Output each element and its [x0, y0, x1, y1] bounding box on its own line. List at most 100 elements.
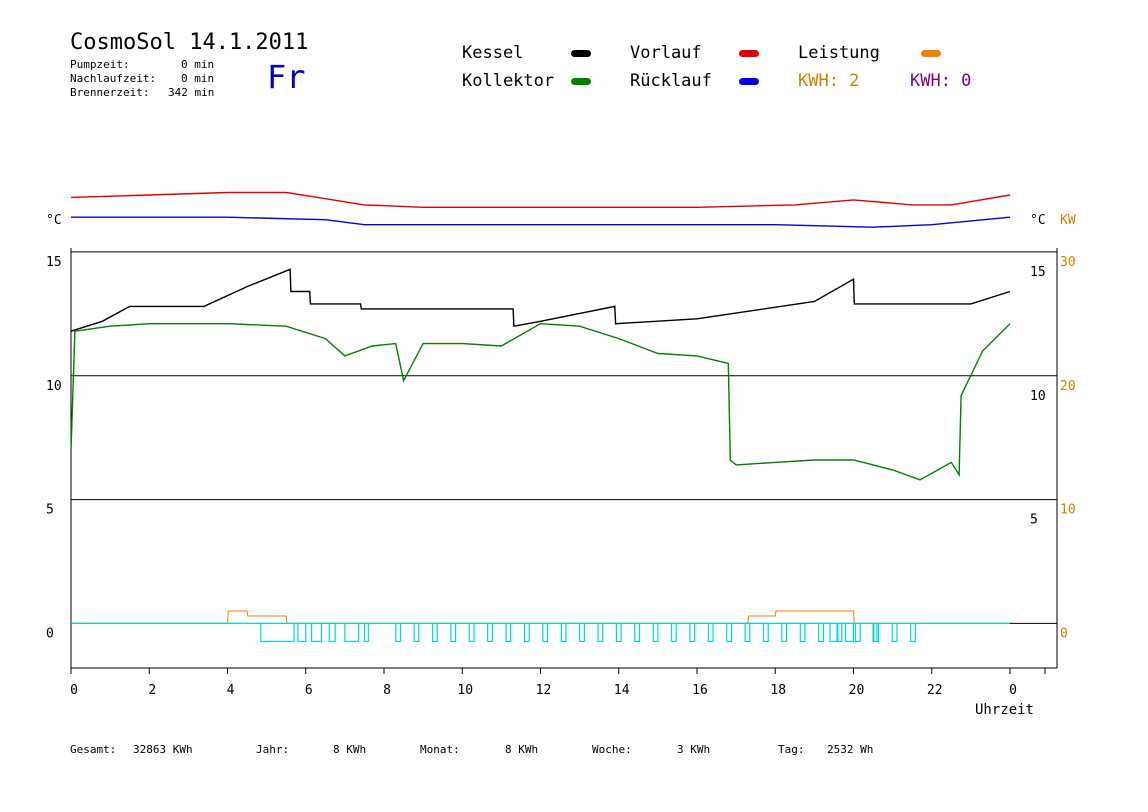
pump-pulse	[836, 623, 843, 643]
x-tick-label: 4	[227, 683, 235, 698]
pump-pulse	[799, 623, 806, 643]
x-tick-label: 8	[383, 683, 391, 698]
pump-pulse	[652, 623, 659, 643]
legend-kollektor-swatch	[571, 78, 591, 85]
footer-total-label: Gesamt:	[70, 743, 117, 756]
legend-kwh-solar: KWH: 2	[798, 71, 860, 91]
series-line-vorlauf	[70, 191, 1011, 209]
pump-pulse	[597, 623, 604, 643]
pump-pulse	[542, 623, 549, 643]
legend-vorlauf-swatch	[739, 50, 759, 57]
y-tick-label-left: 0	[46, 626, 54, 641]
footer-week-value: 3 KWh	[677, 743, 711, 756]
burner-time-label: Brennerzeit:	[70, 86, 150, 99]
pump-pulse	[891, 623, 898, 643]
pump-pulse	[468, 623, 475, 643]
y-tick-label-kw: 30	[1060, 255, 1076, 270]
page-title: CosmoSol 14.1.2011	[70, 30, 309, 55]
x-tick-label: 0	[1009, 683, 1017, 698]
legend-vorlauf-label: Vorlauf	[630, 43, 702, 63]
pump-pulse	[744, 623, 751, 643]
legend-kollektor-label: Kollektor	[462, 71, 555, 91]
pump-pulse	[413, 623, 420, 643]
afterrun-time-value: 0 min	[181, 72, 215, 85]
series-line-ruecklauf	[71, 216, 1011, 228]
pump-pulse	[615, 623, 622, 643]
x-tick-label: 14	[614, 683, 630, 698]
x-tick-label: 22	[927, 683, 943, 698]
footer-day-label: Tag:	[778, 743, 805, 756]
pump-pulse	[781, 623, 788, 643]
footer-year-label: Jahr:	[256, 743, 290, 756]
pump-pulse	[634, 623, 641, 643]
afterrun-time-label: Nachlaufzeit:	[70, 72, 157, 85]
pump-pulse	[260, 623, 295, 643]
y-tick-label-right: 10	[1030, 389, 1046, 404]
y-axis-label-kw: KW	[1060, 213, 1076, 228]
pump-pulse	[297, 623, 307, 643]
series-line-leistung	[71, 610, 1010, 624]
pump-pulse	[344, 623, 360, 643]
x-tick-label: 18	[770, 683, 786, 698]
legend-ruecklauf-swatch	[739, 78, 759, 85]
footer-day-value: 2532 Wh	[827, 743, 874, 756]
pump-pulse	[487, 623, 493, 643]
pump-pulse	[818, 623, 824, 643]
y-tick-label-kw: 0	[1060, 626, 1068, 641]
pump-pulse	[523, 623, 530, 643]
pump-pulse	[505, 623, 512, 643]
pump-pulse	[395, 623, 402, 643]
pump-pulse	[450, 623, 457, 643]
pump-pulse	[689, 623, 696, 643]
x-tick-label: 16	[692, 683, 708, 698]
pump-time-value: 0 min	[181, 58, 215, 71]
y-tick-label-right: 15	[1030, 265, 1046, 280]
x-tick-label: 0	[70, 683, 78, 698]
y-tick-label-right: 5	[1030, 513, 1038, 528]
footer-week-label: Woche:	[592, 743, 632, 756]
y-axis-label-left: °C	[46, 213, 62, 228]
pump-pulse	[707, 623, 714, 643]
footer-month-label: Monat:	[420, 743, 460, 756]
pump-pulse	[431, 623, 438, 643]
pump-pulse	[873, 623, 880, 643]
series-line-kollektor	[70, 322, 1011, 481]
pump-pulse	[311, 623, 322, 643]
pump-pulse	[328, 623, 336, 643]
y-tick-label-left: 10	[46, 379, 62, 394]
x-axis-label: Uhrzeit	[975, 702, 1034, 718]
x-tick-label: 10	[457, 683, 473, 698]
pump-pulse	[726, 623, 733, 643]
burner-time-value: 342 min	[168, 86, 215, 99]
footer-month-value: 8 KWh	[505, 743, 539, 756]
pump-pulse	[845, 623, 855, 643]
legend-ruecklauf-label: Rücklauf	[630, 71, 712, 91]
y-tick-label-left: 5	[46, 503, 54, 518]
y-tick-label-kw: 10	[1060, 503, 1076, 518]
pump-pulse	[762, 623, 769, 643]
x-tick-label: 6	[305, 683, 313, 698]
legend-leistung-swatch	[921, 50, 941, 57]
x-tick-label: 12	[536, 683, 552, 698]
pump-pulse	[670, 623, 677, 643]
legend-kessel-swatch	[571, 50, 591, 57]
legend-leistung-label: Leistung	[798, 43, 880, 63]
pump-pulse	[579, 623, 585, 643]
x-tick-label: 20	[849, 683, 865, 698]
pump-time-label: Pumpzeit:	[70, 58, 130, 71]
weekday-label: Fr	[267, 58, 306, 96]
y-axis-label-right: °C	[1030, 213, 1046, 228]
footer-total-value: 32863 KWh	[133, 743, 193, 756]
pump-pulse	[910, 623, 916, 643]
pump-pulse	[829, 623, 839, 643]
x-tick-label: 2	[148, 683, 156, 698]
series-line-kessel	[70, 268, 1011, 332]
footer-year-value: 8 KWh	[333, 743, 367, 756]
y-tick-label-left: 15	[46, 255, 62, 270]
y-tick-label-kw: 20	[1060, 379, 1076, 394]
pump-pulse	[363, 623, 369, 643]
legend-kessel-label: Kessel	[462, 43, 524, 63]
legend-kwh-other: KWH: 0	[910, 71, 972, 91]
pump-pulse	[560, 623, 567, 643]
